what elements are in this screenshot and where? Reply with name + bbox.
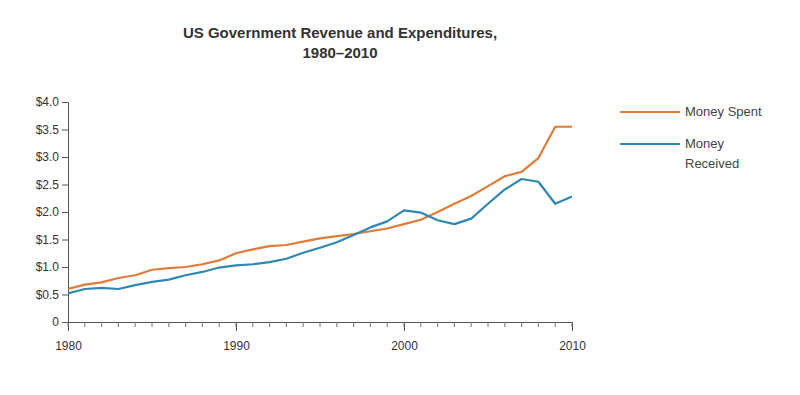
y-tick-mark (62, 102, 68, 103)
plot: 0 $0.5 $1.0 $1.5 $2.0 $2.5 $3.0 $3.5 $4.0 1980 199… (36, 95, 587, 352)
lines (68, 127, 572, 294)
y-tick: $1.0 (36, 260, 68, 274)
x-minor-tick (101, 322, 102, 327)
y-tick-label: $1.5 (36, 233, 60, 247)
x-minor-tick (538, 322, 539, 327)
x-tick: 2000 (391, 322, 418, 353)
y-tick-label: 0 (52, 315, 59, 329)
x-tick-label: 1990 (223, 339, 250, 353)
x-minor-tick (336, 322, 337, 327)
x-minor-tick (572, 322, 573, 327)
x-minor-tick (521, 322, 522, 327)
legend: Money Spent Money Received (620, 104, 762, 171)
x-minor-tick (269, 322, 270, 327)
x-minor-tick (454, 322, 455, 327)
legend-swatch (620, 111, 680, 113)
y-tick-mark (62, 240, 68, 241)
x-tick-label: 1980 (55, 339, 82, 353)
title-line: 1980–2010 (302, 44, 377, 61)
y-tick-label: $4.0 (36, 95, 60, 109)
x-minor-tick (370, 322, 371, 327)
y-tick-mark (62, 157, 68, 158)
y-tick-mark (62, 322, 68, 323)
legend-label: Money Received (685, 136, 739, 171)
y-tick: $2.0 (36, 205, 68, 219)
x-minor-tick (488, 322, 489, 327)
y-tick-mark (62, 185, 68, 186)
y-tick: $4.0 (36, 95, 68, 109)
x-minor-tick (135, 322, 136, 327)
x-minor-tick (471, 322, 472, 327)
y-tick-label: $3.5 (36, 123, 60, 137)
x-tick-label: 2000 (391, 339, 418, 353)
x-minor-tick (303, 322, 304, 327)
x-tick-mark (404, 322, 405, 331)
x-minor-tick (185, 322, 186, 327)
x-minor-tick (236, 322, 237, 327)
chart: US Government Revenue and Expenditures, 1… (0, 0, 800, 395)
x-minor-tick (387, 322, 388, 327)
y-tick-label: $3.0 (36, 150, 60, 164)
legend-label-line: Money (685, 136, 725, 151)
x-axis: 1980 1990 2000 2010 (55, 322, 586, 353)
x-minor-tick (152, 322, 153, 327)
legend-label-line: Money Spent (685, 104, 762, 119)
x-minor-tick (168, 322, 169, 327)
legend-label: Money Spent (685, 104, 762, 119)
x-minor-tick (353, 322, 354, 327)
title: US Government Revenue and Expenditures, 1… (183, 24, 497, 61)
y-tick: $3.5 (36, 123, 68, 137)
y-tick-label: $2.0 (36, 205, 60, 219)
x-minor-tick (437, 322, 438, 327)
y-tick: $3.0 (36, 150, 68, 164)
x-minor-tick (420, 322, 421, 327)
y-tick: $0.5 (36, 288, 68, 302)
x-tick-mark (236, 322, 237, 331)
x-axis-line (69, 323, 573, 332)
y-tick-mark (62, 267, 68, 268)
y-tick-label: $2.5 (36, 178, 60, 192)
x-minor-tick (404, 322, 405, 327)
y-tick-mark (62, 212, 68, 213)
y-tick-mark (62, 130, 68, 131)
x-minor-tick (286, 322, 287, 327)
x-tick: 2010 (559, 322, 586, 353)
x-tick-label: 2010 (559, 339, 586, 353)
series-line (68, 179, 572, 293)
y-tick-mark (62, 295, 68, 296)
x-minor-ticks (68, 322, 572, 327)
x-minor-tick (84, 322, 85, 327)
x-tick: 1990 (223, 322, 250, 353)
x-minor-tick (202, 322, 203, 327)
title-line: US Government Revenue and Expenditures, (183, 24, 497, 41)
x-minor-tick (118, 322, 119, 327)
y-tick-label: $1.0 (36, 260, 60, 274)
x-tick-mark (68, 322, 69, 331)
y-tick-label: $0.5 (36, 288, 60, 302)
y-tick: 0 (52, 315, 68, 329)
y-axis: 0 $0.5 $1.0 $1.5 $2.0 $2.5 $3.0 $3.5 $4.0 (36, 95, 69, 329)
x-minor-tick (320, 322, 321, 327)
y-tick: $2.5 (36, 178, 68, 192)
series-line (68, 127, 572, 289)
x-minor-tick (68, 322, 69, 327)
x-tick-mark (572, 322, 573, 331)
y-axis-line (62, 103, 69, 323)
legend-label-line: Received (685, 156, 739, 171)
x-minor-tick (504, 322, 505, 327)
x-minor-tick (555, 322, 556, 327)
x-tick: 1980 (55, 322, 82, 353)
y-tick: $1.5 (36, 233, 68, 247)
x-minor-tick (252, 322, 253, 327)
legend-swatch (620, 143, 680, 145)
x-minor-tick (219, 322, 220, 327)
